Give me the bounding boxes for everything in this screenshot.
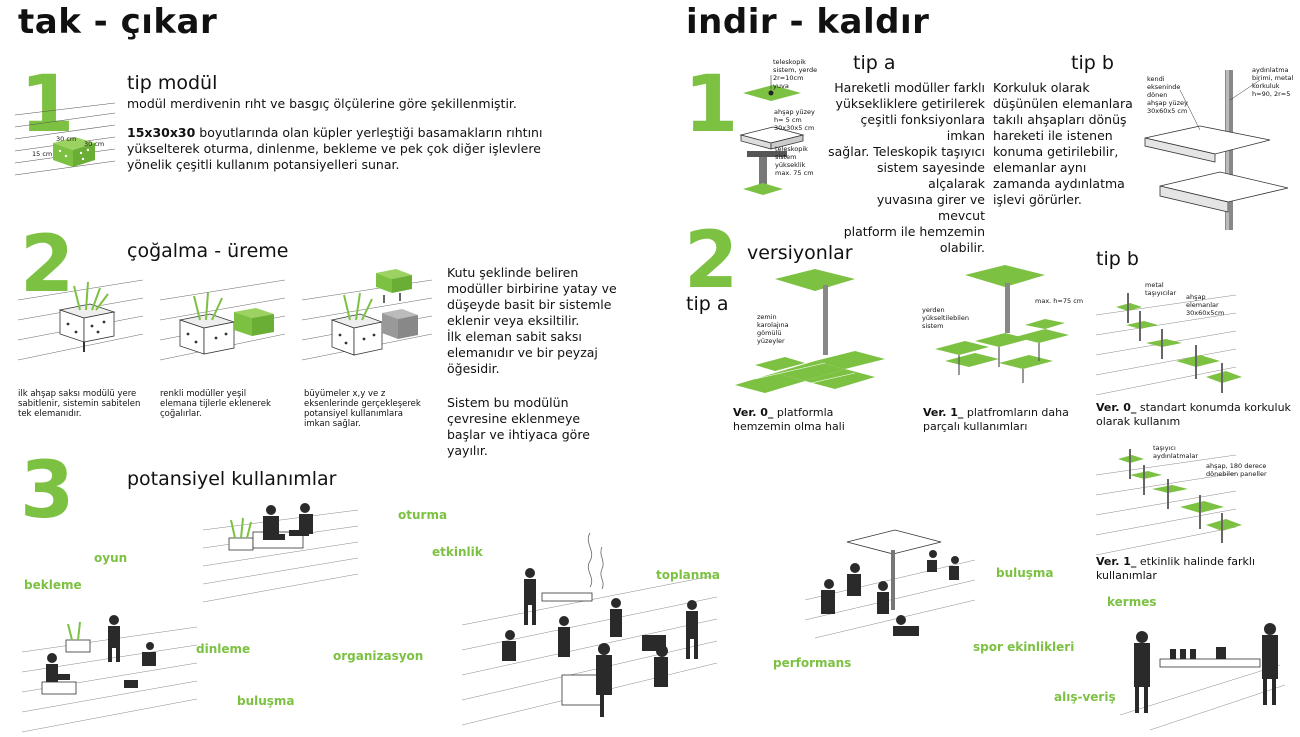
ann-b1: kendi ekseninde dönen ahşap yüzey 30x60x5 cm — [1147, 75, 1188, 115]
ann-metal: metal taşıyıcılar — [1145, 281, 1177, 297]
tipb-paragraph: Korkuluk olarak düşünülen elemanlara takıl… — [993, 80, 1133, 207]
scene-market — [1119, 623, 1286, 731]
ann-tasiyici: taşıyıcı aydınlatmalar — [1153, 444, 1198, 460]
version0-tipb-drawing — [1095, 293, 1242, 396]
label-dinleme: dinleme — [196, 642, 251, 656]
label-bekleme: bekleme — [24, 578, 82, 592]
v1-tipa-caption: Ver. 1_ platfromların daha parçalı kulla… — [923, 406, 1069, 433]
right-s2-number: 2 — [684, 216, 739, 306]
caption-1: ilk ahşap saksı modülü yere sabitlenir, s… — [18, 389, 141, 419]
left-title: tak - çıkar — [18, 2, 218, 42]
right-s1-number: 1 — [684, 60, 739, 150]
stair-cube-illustration — [14, 102, 116, 176]
label-oyun: oyun — [94, 551, 128, 565]
ann-yerden: yerden yükseltilebilen sistem — [922, 306, 969, 330]
left-s1-text: modül merdivenin rıht ve basgıç ölçüleri… — [127, 96, 543, 172]
version1-tipa-drawing — [935, 265, 1069, 383]
planter-module-drawing-1 — [17, 279, 144, 361]
left-s3-subtitle: potansiyel kullanımlar — [127, 468, 337, 490]
ann-ahsap: ahşap elemanlar 30x60x5cm — [1186, 293, 1225, 317]
dim-label-2: 15 cm — [32, 150, 53, 158]
label-etkinlik: etkinlik — [432, 545, 483, 559]
right-s2-tipb: tip b — [1096, 248, 1139, 270]
label-bulusma-right: buluşma — [996, 566, 1054, 580]
left-s3-number: 3 — [20, 446, 75, 536]
right-s1-tipa: tip a — [853, 52, 896, 74]
left-s1-number: 1 — [20, 60, 75, 150]
railing-drawing — [1144, 70, 1289, 230]
right-s2-subtitle: versiyonlar — [747, 242, 853, 264]
label-bulusma-left: buluşma — [237, 694, 295, 708]
label-oturma: oturma — [398, 508, 448, 522]
right-title: indir - kaldır — [686, 2, 930, 42]
tipa-paragraph: Hareketli modüller farklı yüksekliklere g… — [828, 80, 985, 255]
dim-label-1: 30 cm — [56, 135, 77, 143]
ann-180: ahşap, 180 derece dönebilen paneller — [1206, 462, 1267, 478]
caption-2: renkli modüller yeşil elemana tijlerle ek… — [160, 389, 271, 419]
label-alisveris: alış-veriş — [1054, 690, 1116, 704]
v1-tipb-caption: Ver. 1_ etkinlik halinde farklı kullanım… — [1096, 555, 1256, 582]
label-performans: performans — [773, 656, 852, 670]
ann-zemin: zemin karolajına gömülü yüzeyler — [757, 313, 789, 345]
left-s1-subtitle: tip modül — [127, 72, 218, 94]
telescopic-drawing — [739, 75, 805, 195]
scene-meeting — [804, 529, 976, 639]
ann-a3: teleskopik sistem yükseklik max. 75 cm — [775, 145, 814, 177]
planter-module-drawing-2 — [159, 279, 286, 361]
ann-b2: aydınlatma birimi, metal korkuluk h=90, 2r=… — [1252, 66, 1294, 98]
ann-max: max. h=75 cm — [1035, 297, 1084, 305]
label-organizasyon: organizasyon — [333, 649, 424, 663]
left-s2-paragraph-1: Kutu şeklinde beliren modüller birbirine … — [447, 265, 617, 376]
label-spor: spor ekinlikleri — [973, 640, 1075, 654]
v0-tipa-caption: Ver. 0_ platformla hemzemin olma hali — [733, 406, 845, 433]
scene-sitting — [202, 503, 359, 603]
left-s2-number: 2 — [20, 220, 75, 310]
dim-label-3: 30 cm — [84, 140, 105, 148]
scene-playing — [21, 615, 198, 733]
planter-module-drawing-3 — [301, 269, 433, 361]
label-toplanma: toplanma — [656, 568, 720, 582]
ann-a1: teleskopik sistem, yerde 2r=10cm yuva — [773, 58, 818, 90]
version1-tipb-drawing — [1095, 449, 1242, 556]
caption-3: büyümeler x,y ve z eksenlerinde gerçekleş… — [304, 389, 421, 429]
version0-tipa-drawing — [735, 269, 885, 393]
right-s1-tipb: tip b — [1071, 52, 1114, 74]
label-kermes: kermes — [1107, 595, 1157, 609]
right-s2-tipa: tip a — [686, 293, 729, 315]
left-s2-paragraph-2: Sistem bu modülün çevresine eklenmeye başl… — [447, 395, 590, 458]
ann-a2: ahşap yüzey h= 5 cm 30x30x5 cm — [774, 108, 815, 132]
scene-gathering — [461, 532, 718, 726]
v0-tipb-caption: Ver. 0_ standart konumda korkuluk olarak… — [1096, 401, 1291, 428]
left-s2-subtitle: çoğalma - üreme — [127, 240, 289, 262]
